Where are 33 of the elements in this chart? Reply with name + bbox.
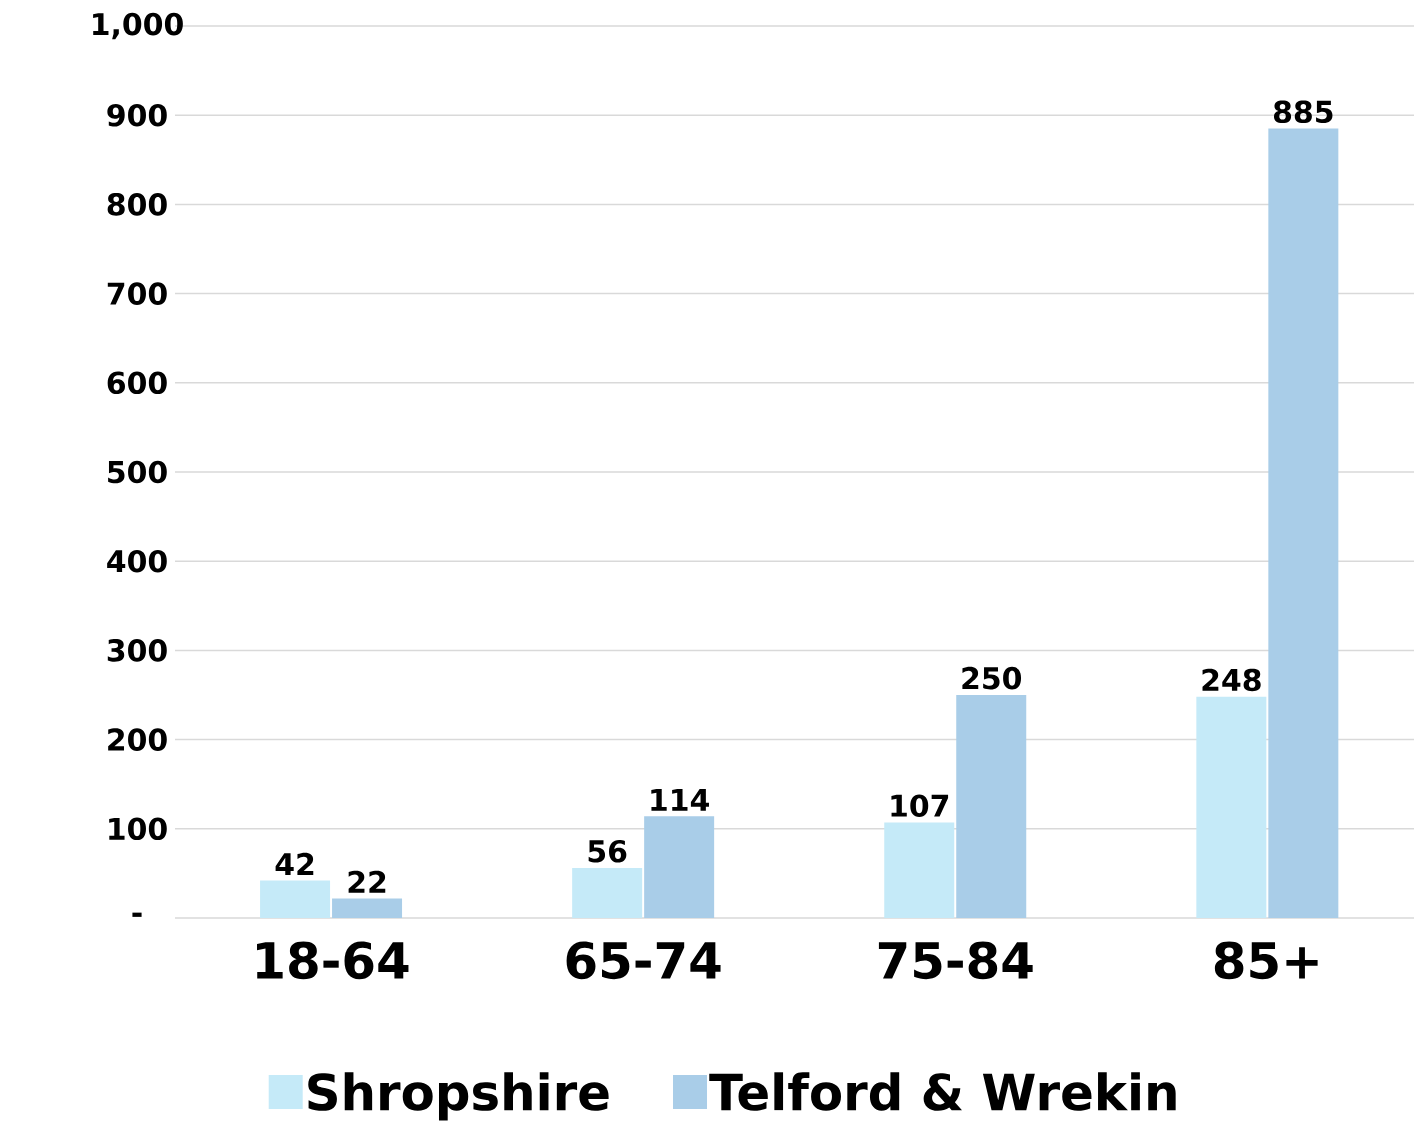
x-tick-label: 65-74 [566,941,721,980]
y-tick-label: 1,000 [93,12,183,40]
data-label: 22 [348,870,386,893]
bar [644,816,715,918]
y-tick-label: 300 [107,639,167,662]
y-tick-label: 500 [108,460,167,484]
bar [1268,128,1339,918]
bar [572,868,643,918]
data-label: 885 [1273,100,1333,124]
bar [956,695,1027,918]
bar [1196,696,1267,918]
y-tick-label: 600 [107,371,167,395]
y-tick-label: - [132,912,142,917]
data-label: 250 [962,666,1022,690]
data-label: 248 [1202,668,1261,692]
x-tick-label: 75-84 [878,941,1033,980]
y-tick-label: 700 [107,282,167,305]
legend-label: Telford & Wrekin [709,1072,1176,1111]
bar [332,898,403,918]
y-tick-label: 800 [107,193,167,216]
x-tick-label: 85+ [1214,941,1318,980]
data-label: 56 [588,839,627,863]
y-tick-label: 100 [109,817,167,841]
data-label: 114 [651,788,709,811]
x-tick-label: 18-64 [257,941,409,980]
data-label: 42 [275,852,314,876]
legend-label: Shropshire [308,1072,609,1121]
y-tick-label: 900 [107,103,167,127]
y-tick-label: 200 [108,728,167,751]
bar [260,880,331,918]
bar [884,822,955,918]
data-label: 107 [891,794,949,818]
y-tick-label: 400 [107,549,167,573]
